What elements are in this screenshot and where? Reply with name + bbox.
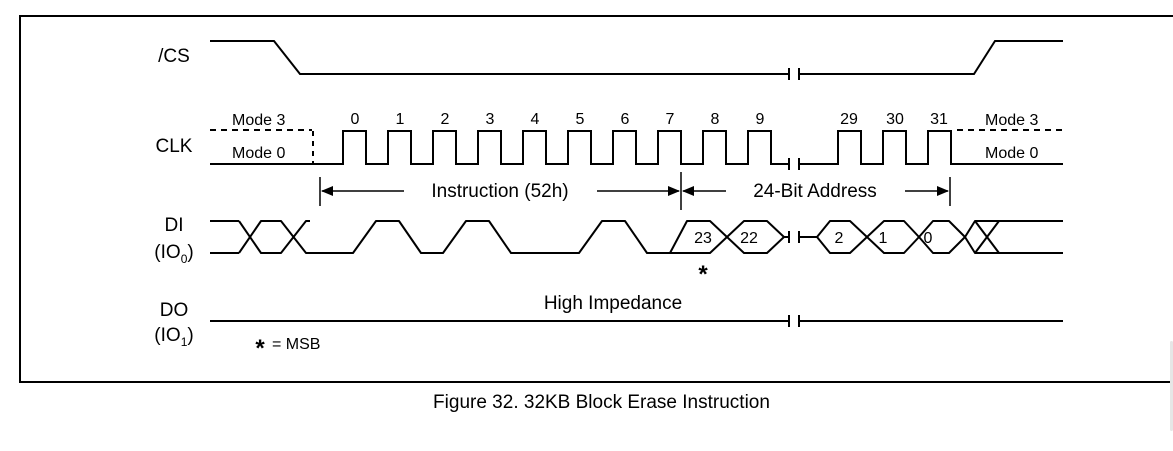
clock-number: 31: [930, 111, 948, 128]
clk-pulses-last: [799, 130, 1063, 165]
clock-number: 2: [441, 111, 450, 128]
do-io-label: (IO1): [154, 325, 193, 349]
clock-number: 8: [711, 111, 720, 128]
di-io-prefix: (IO: [154, 242, 180, 263]
diagram-frame: [19, 15, 1173, 383]
mode3-right-label: Mode 3: [985, 112, 1038, 129]
clock-number: 30: [886, 111, 904, 128]
clock-numbers: 0 1 2 3 4 5 6 7 8 9 29 30 31: [351, 111, 948, 128]
do-io-prefix: (IO: [154, 325, 180, 346]
scrollbar-thumb[interactable]: [1170, 341, 1173, 431]
address-bit: 2: [835, 230, 844, 247]
mode3-left-label: Mode 3: [232, 112, 285, 129]
legend-star: *: [255, 335, 265, 362]
di-label: DI: [165, 215, 184, 236]
clock-number: 0: [351, 111, 360, 128]
span-arrowheads: [321, 186, 949, 196]
di-io-label: (IO0): [154, 242, 193, 266]
clock-number: 9: [756, 111, 765, 128]
clk-label: CLK: [156, 136, 193, 157]
address-bit: 23: [694, 230, 712, 247]
do-waveform: [210, 315, 1063, 327]
figure-caption: Figure 32. 32KB Block Erase Instruction: [433, 392, 770, 413]
clk-waveform: [210, 129, 1063, 170]
clock-number: 1: [396, 111, 405, 128]
do-io-close: ): [187, 325, 193, 346]
address-span-label: 24-Bit Address: [753, 181, 877, 202]
cs-waveform: [210, 40, 1063, 80]
legend-text: = MSB: [272, 336, 320, 353]
do-label: DO: [160, 300, 189, 321]
di-io-subscript: 0: [181, 252, 188, 266]
clock-number: 29: [840, 111, 858, 128]
clock-number: 4: [531, 111, 540, 128]
di-io-close: ): [187, 242, 193, 263]
clock-number: 7: [666, 111, 675, 128]
address-bit: 0: [924, 230, 933, 247]
cs-label: /CS: [158, 46, 190, 67]
clock-number: 5: [576, 111, 585, 128]
clock-number: 6: [621, 111, 630, 128]
clk-pulses-first: [210, 130, 789, 165]
do-io-subscript: 1: [181, 335, 188, 349]
address-bit: 1: [879, 230, 888, 247]
di-bit-labels: 23 22 2 1 0: [694, 230, 932, 247]
mode0-right-label: Mode 0: [985, 145, 1038, 162]
high-impedance-label: High Impedance: [544, 293, 682, 314]
address-bit: 22: [740, 230, 758, 247]
msb-star-marker: *: [698, 261, 708, 288]
instruction-span-label: Instruction (52h): [431, 181, 568, 202]
mode0-left-label: Mode 0: [232, 145, 285, 162]
di-waveform: [210, 220, 1063, 254]
clock-number: 3: [486, 111, 495, 128]
